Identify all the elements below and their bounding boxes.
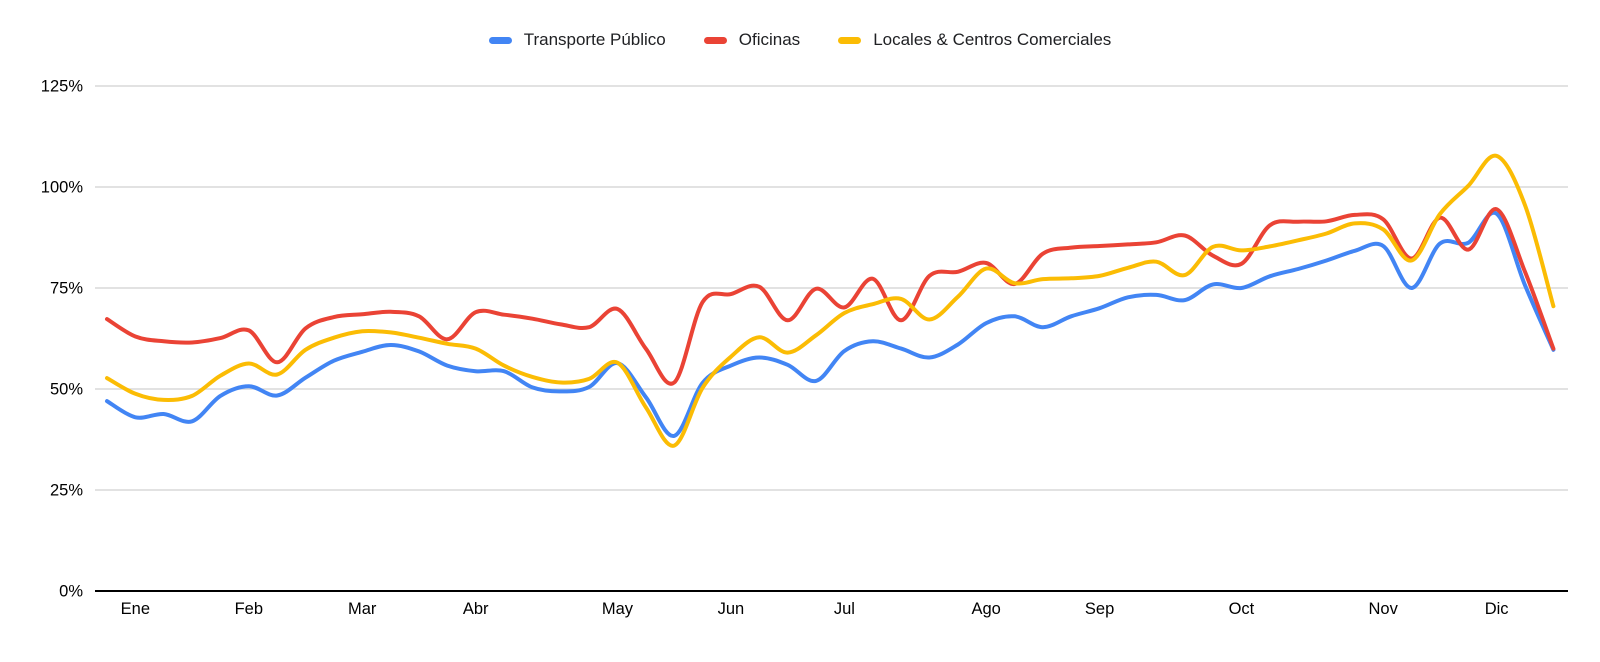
y-axis-label-125: 125%	[41, 78, 84, 96]
y-axis-label-25: 25%	[50, 482, 83, 500]
x-axis-label-may: May	[602, 600, 634, 618]
x-axis-label-abr: Abr	[463, 600, 489, 618]
y-axis-label-50: 50%	[50, 381, 83, 399]
series-line-oficinas	[105, 207, 1556, 386]
y-axis-label-75: 75%	[50, 280, 83, 298]
x-axis-label-mar: Mar	[348, 600, 377, 618]
x-axis-label-ago: Ago	[971, 600, 1000, 618]
x-axis-label-dic: Dic	[1485, 600, 1509, 618]
series-line-locales-y-centros-comerciales	[105, 153, 1556, 448]
x-axis-label-ene: Ene	[121, 600, 150, 618]
x-axis-label-jul: Jul	[834, 600, 855, 618]
x-axis-label-nov: Nov	[1369, 600, 1399, 618]
series-line-transporte-público	[105, 210, 1556, 438]
x-axis-label-sep: Sep	[1085, 600, 1114, 618]
x-axis-label-oct: Oct	[1229, 600, 1255, 618]
x-axis-label-feb: Feb	[235, 600, 263, 618]
y-axis-label-100: 100%	[41, 179, 84, 197]
y-axis-label-0: 0%	[59, 583, 83, 601]
x-axis-label-jun: Jun	[718, 600, 745, 618]
